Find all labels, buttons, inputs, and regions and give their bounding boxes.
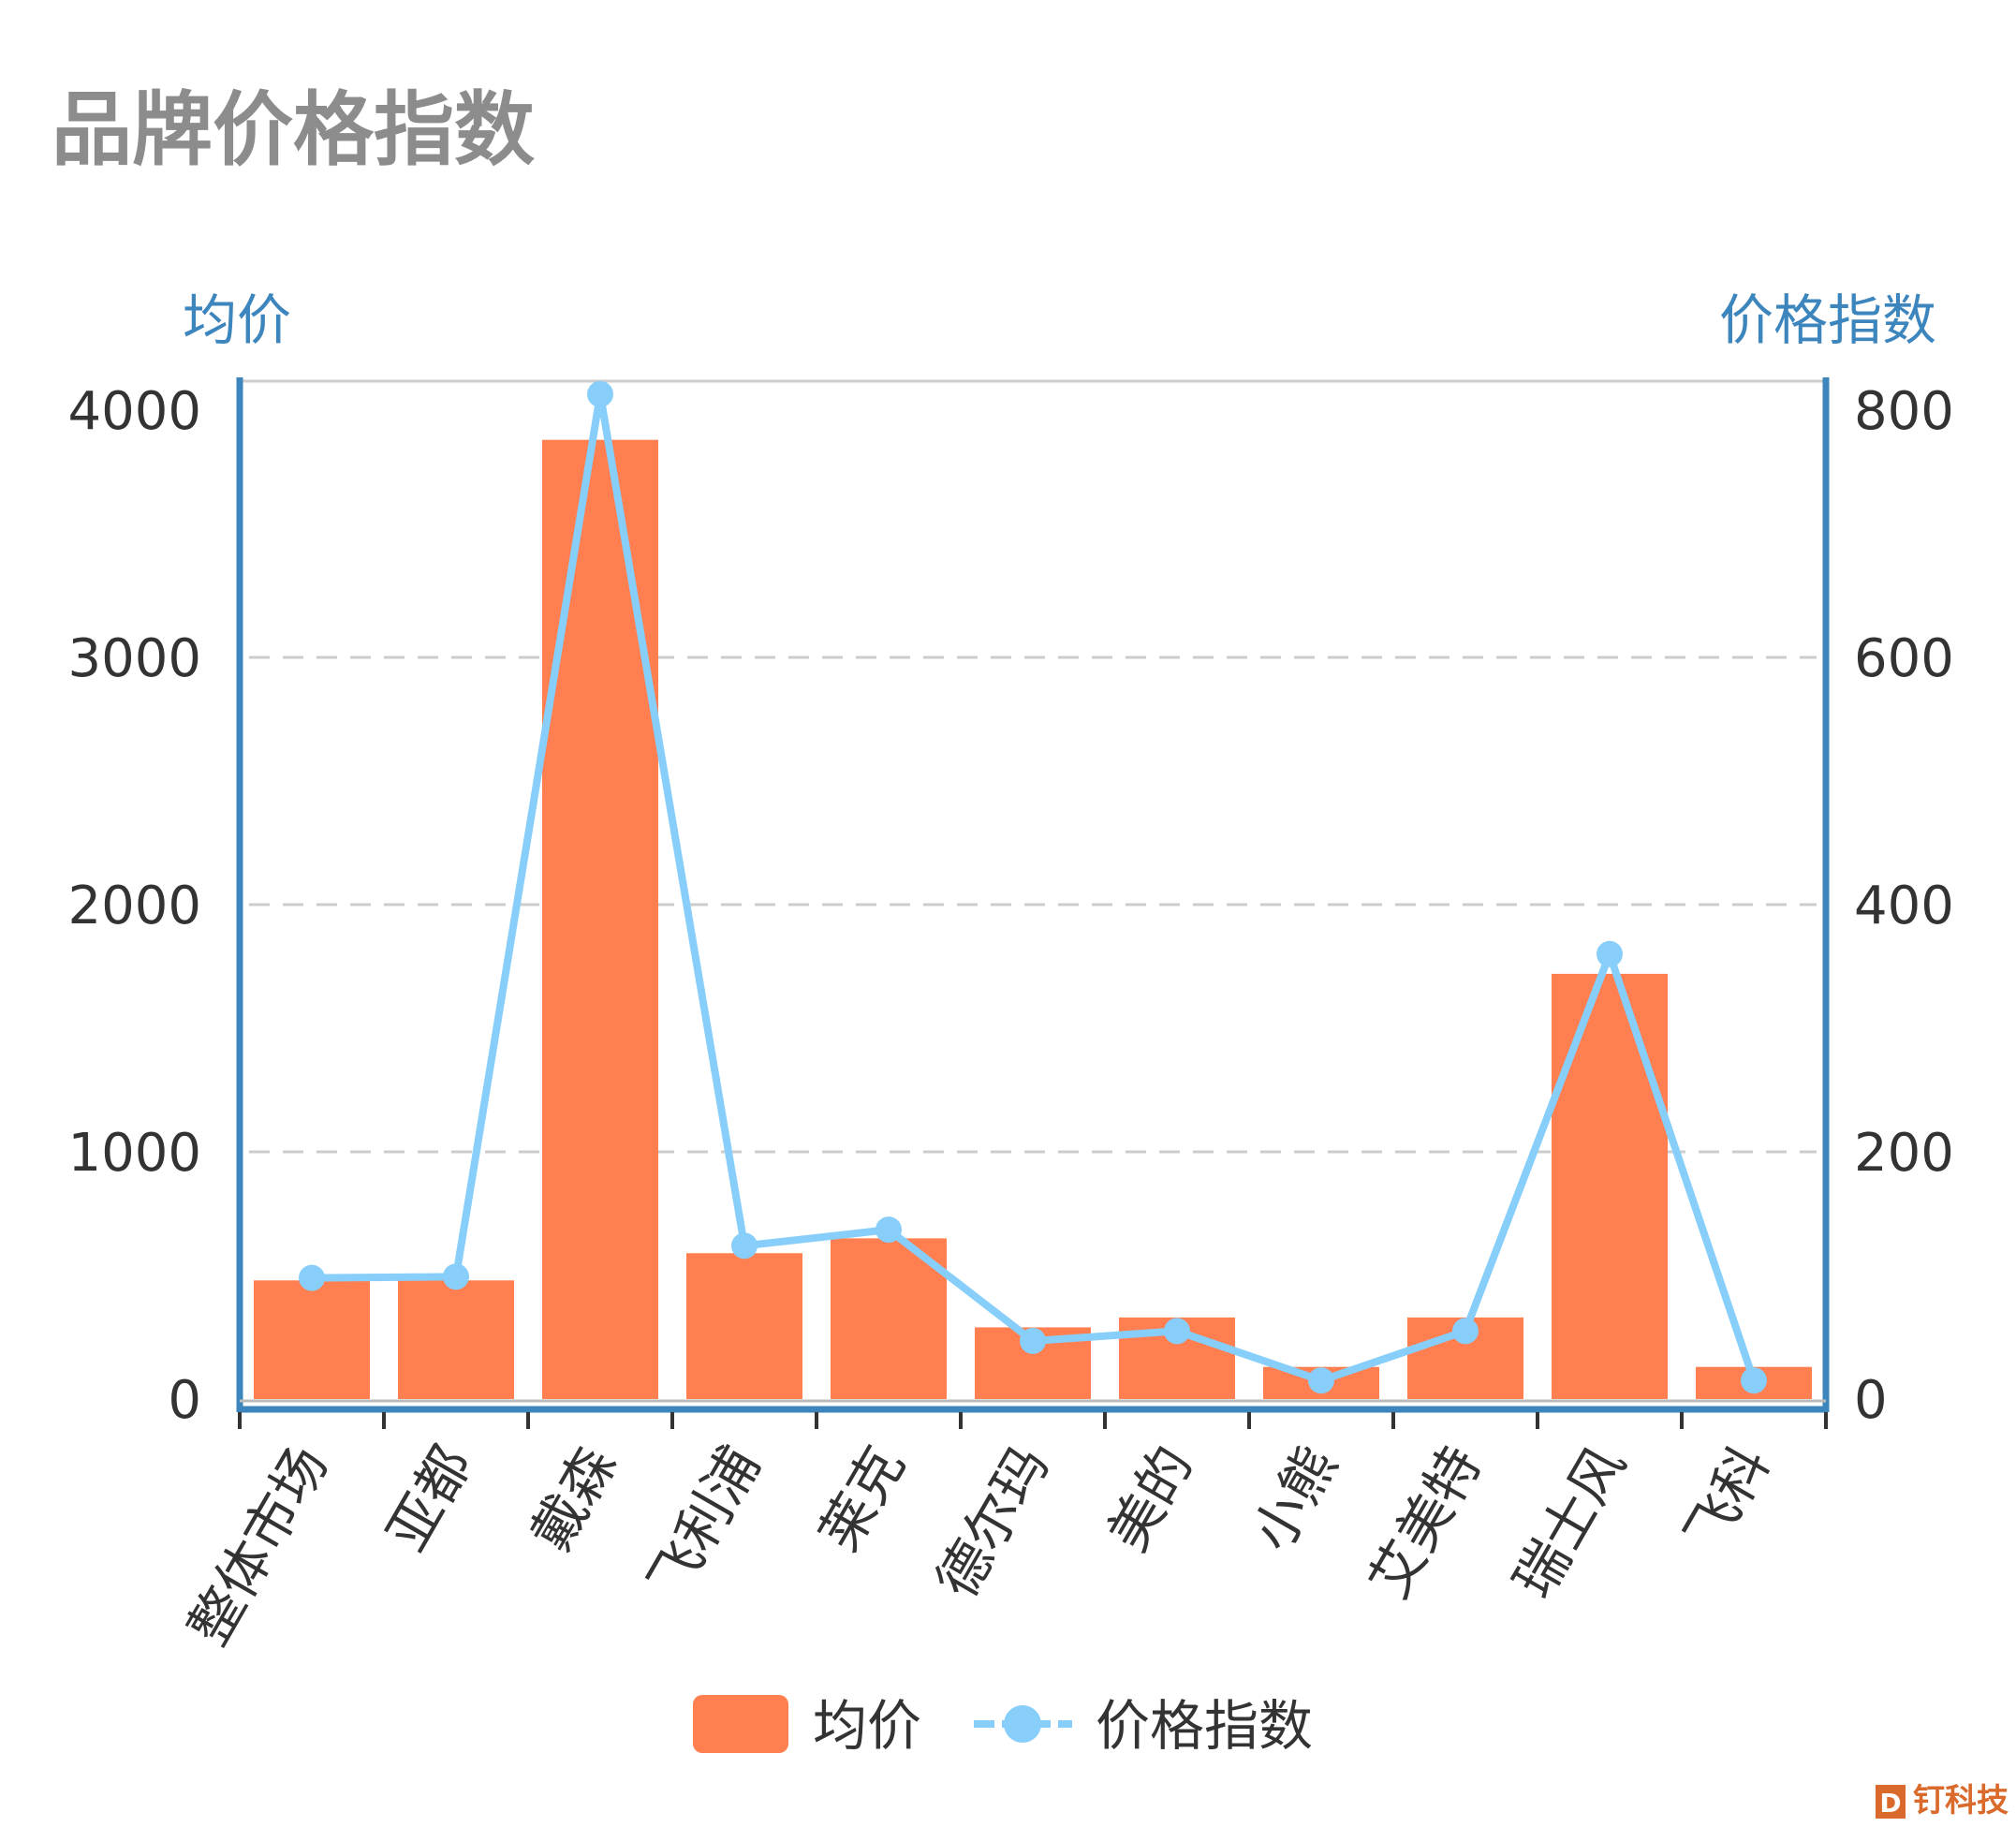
line-point [1597,940,1623,967]
category-label: 瑞士风 [1501,1436,1638,1609]
category-label: 小熊 [1240,1436,1349,1561]
left-tick-label: 2000 [67,876,201,936]
line-point [1452,1318,1479,1345]
line-point [876,1216,902,1244]
category-label: 戴森 [519,1436,628,1561]
bar [686,1253,802,1399]
line-point [1164,1318,1190,1345]
category-label: 亚都 [375,1436,484,1561]
line-point [443,1263,469,1290]
left-tick-label: 3000 [67,628,201,689]
category-label: 美的 [1096,1436,1205,1561]
bar [1552,973,1668,1399]
bar-series [254,439,1812,1400]
category-label: 莱克 [807,1436,917,1561]
line-point [587,380,613,407]
category-label: 德尔玛 [924,1436,1061,1609]
axes [236,377,1830,1429]
legend-line-label: 价格指数 [1096,1694,1313,1758]
right-tick-label: 400 [1854,876,1954,936]
left-tick-labels: 0 1000 2000 3000 4000 [67,381,201,1431]
right-tick-label: 800 [1854,381,1954,442]
left-tick-label: 4000 [67,381,201,442]
chart-title: 品牌价格指数 [52,83,535,177]
line-point [1741,1367,1767,1394]
watermark-text: 钉科技 [1913,1782,2009,1820]
right-tick-label: 200 [1854,1123,1954,1184]
line-point [731,1232,758,1260]
category-label: 飞科 [1672,1436,1782,1561]
category-label: 整体市场 [176,1436,340,1656]
category-label: 飞利浦 [636,1436,773,1609]
category-label: 艾美特 [1357,1436,1494,1609]
legend-bar-label: 均价 [813,1694,921,1758]
right-tick-label: 600 [1854,628,1954,689]
line-series [299,380,1767,1394]
bar [831,1238,947,1399]
line-point [1020,1327,1046,1354]
bar [398,1280,514,1399]
right-axis-label: 价格指数 [1719,288,1936,352]
right-tick-label: 0 [1854,1370,1888,1431]
legend-bar-swatch [693,1695,788,1753]
watermark-letter: D [1879,1788,1901,1819]
line-point [1308,1367,1334,1394]
grid-lines [240,379,1826,1154]
left-axis-label: 均价 [183,288,291,352]
watermark: D 钉科技 [1876,1782,2009,1820]
right-tick-labels: 0 200 400 600 800 [1854,381,1954,1431]
bar [254,1280,370,1399]
bar [542,439,658,1400]
line-path [311,390,1758,1385]
left-tick-label: 0 [168,1370,201,1431]
category-labels: 整体市场 亚都 戴森 飞利浦 莱克 德尔玛 美的 小熊 艾美特 瑞士风 飞科 [176,1436,1782,1656]
line-point [299,1264,325,1291]
legend-line-marker [1004,1705,1041,1743]
legend: 均价 价格指数 [693,1694,1313,1758]
left-tick-label: 1000 [67,1123,201,1184]
watermark-logo [1876,1785,1906,1819]
